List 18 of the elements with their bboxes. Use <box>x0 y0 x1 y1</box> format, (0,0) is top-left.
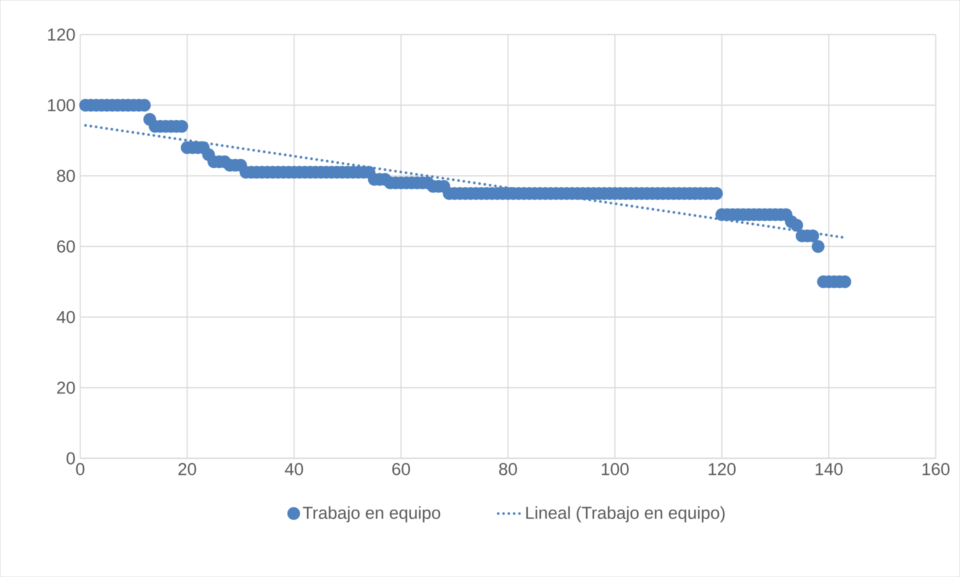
x-tick-label: 100 <box>602 462 629 476</box>
x-tick-label: 40 <box>284 462 304 476</box>
y-tick-label: 100 <box>48 98 75 112</box>
y-tick-label: 120 <box>48 28 75 41</box>
x-tick-label: 160 <box>922 462 950 476</box>
legend-label: Lineal (Trabajo en equipo) <box>526 506 725 522</box>
legend-label: Trabajo en equipo <box>302 506 440 522</box>
y-tick-label: 40 <box>56 310 75 324</box>
x-tick-label: 0 <box>76 462 84 476</box>
x-tick-label: 20 <box>178 462 196 476</box>
x-tick-label: 120 <box>708 462 736 476</box>
y-tick-label: 20 <box>57 382 75 394</box>
y-tick-label: 0 <box>66 452 75 464</box>
x-tick-label: 60 <box>392 462 410 476</box>
x-tick-label: 140 <box>816 462 843 476</box>
x-tick-label: 80 <box>499 462 517 476</box>
y-tick-label: 80 <box>57 170 75 182</box>
y-tick-label: 60 <box>57 240 75 252</box>
